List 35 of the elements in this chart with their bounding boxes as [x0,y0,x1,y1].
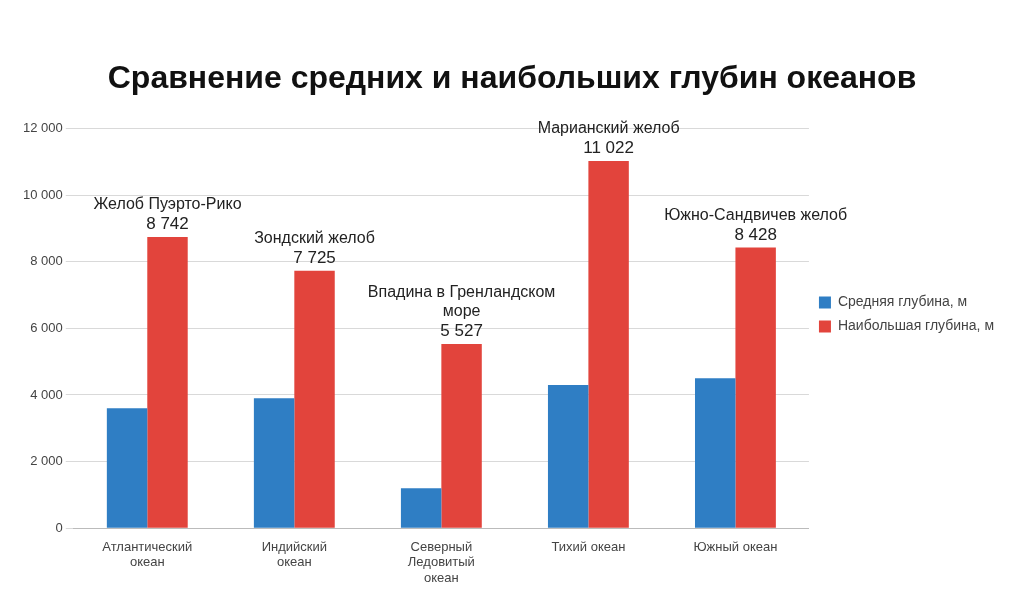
bar [735,247,776,528]
annotation: Марианский желоб [537,119,680,137]
bar [547,384,589,528]
bar [588,160,629,528]
bar [253,398,295,528]
y-tick-label: 10 000 [23,186,63,202]
annotation: Желоб Пуэрто-Рико [93,195,242,213]
x-tick-label: Тихий океан [551,538,626,554]
data-label: 7 725 [293,248,336,268]
annotation: Южно-Сандвичев желоб [664,205,848,223]
y-tick-label: 12 000 [23,119,63,135]
x-tick-label: Северный Ледовитый океан [407,538,475,585]
x-tick-label: Атлантический океан [102,538,193,570]
x-tick-label: Южный океан [693,538,778,554]
bar [294,270,335,528]
legend-label: Средняя глубина, м [837,293,968,310]
bar [400,488,442,528]
data-label: 8 428 [734,224,777,244]
data-label: 8 742 [146,214,189,234]
bar [695,378,736,528]
data-label: 5 527 [440,321,483,341]
y-tick-label: 6 000 [30,319,63,335]
chart-title: Сравнение средних и наибольших глубин океанов [107,59,917,96]
y-tick-label: 8 000 [30,253,63,269]
y-tick-label: 0 [55,519,63,535]
y-tick-label: 4 000 [30,386,63,402]
bar [147,236,188,528]
bar [106,408,148,528]
x-tick-label: Индийский океан [261,538,327,570]
annotation: Впадина в Гренландском море [367,283,556,320]
bar [441,344,482,528]
y-tick-label: 2 000 [30,453,63,469]
data-label: 11 022 [583,138,634,158]
annotation: Зондский желоб [254,229,375,247]
legend-label: Наибольшая глубина, м [837,317,995,334]
